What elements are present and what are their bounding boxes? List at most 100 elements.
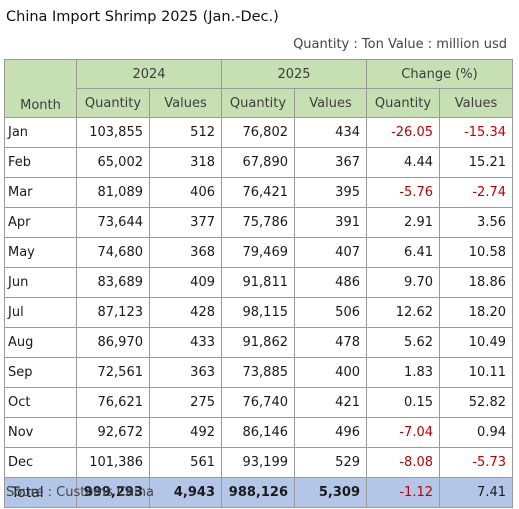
- total-values-2025: 5,309: [294, 477, 367, 508]
- month-cell: Jul: [4, 297, 77, 328]
- change-quantity-cell: 2.91: [366, 207, 440, 238]
- table-row: Oct 76,621 275 76,740 421 0.15 52.82: [4, 387, 513, 418]
- values-2025-cell: 486: [294, 267, 367, 298]
- table-row: Jun 83,689 409 91,811 486 9.70 18.86: [4, 267, 513, 298]
- values-2024-cell: 275: [149, 387, 222, 418]
- change-quantity-cell: 5.62: [366, 327, 440, 358]
- month-cell: Oct: [4, 387, 77, 418]
- month-cell: Sep: [4, 357, 77, 388]
- change-values-cell: 0.94: [439, 417, 513, 448]
- quantity-2024-cell: 73,644: [76, 207, 150, 238]
- table-row: Dec 101,386 561 93,199 529 -8.08 -5.73: [4, 447, 513, 478]
- values-2025-cell: 529: [294, 447, 367, 478]
- values-2024-cell: 409: [149, 267, 222, 298]
- values-2025-cell: 395: [294, 177, 367, 208]
- table-row: Jul 87,123 428 98,115 506 12.62 18.20: [4, 297, 513, 328]
- change-quantity-cell: 4.44: [366, 147, 440, 178]
- quantity-2025-cell: 76,802: [221, 117, 295, 148]
- month-cell: Jan: [4, 117, 77, 148]
- units-note: Quantity : Ton Value : million usd: [293, 37, 507, 52]
- quantity-2025-cell: 75,786: [221, 207, 295, 238]
- change-quantity-cell: -8.08: [366, 447, 440, 478]
- header-quantity-2024: Quantity: [76, 88, 150, 118]
- values-2025-cell: 367: [294, 147, 367, 178]
- change-values-cell: 10.11: [439, 357, 513, 388]
- change-values-cell: 10.49: [439, 327, 513, 358]
- table-row: Feb 65,002 318 67,890 367 4.44 15.21: [4, 147, 513, 178]
- change-values-cell: 3.56: [439, 207, 513, 238]
- table-row: May 74,680 368 79,469 407 6.41 10.58: [4, 237, 513, 268]
- quantity-2024-cell: 74,680: [76, 237, 150, 268]
- change-quantity-cell: -7.04: [366, 417, 440, 448]
- change-quantity-cell: 12.62: [366, 297, 440, 328]
- quantity-2025-cell: 93,199: [221, 447, 295, 478]
- quantity-2024-cell: 76,621: [76, 387, 150, 418]
- month-cell: Apr: [4, 207, 77, 238]
- month-cell: Feb: [4, 147, 77, 178]
- values-2024-cell: 377: [149, 207, 222, 238]
- quantity-2025-cell: 79,469: [221, 237, 295, 268]
- total-change-values: 7.41: [439, 477, 513, 508]
- change-values-cell: 18.86: [439, 267, 513, 298]
- change-quantity-cell: -26.05: [366, 117, 440, 148]
- quantity-2025-cell: 91,811: [221, 267, 295, 298]
- header-quantity-2025: Quantity: [221, 88, 295, 118]
- change-quantity-cell: 9.70: [366, 267, 440, 298]
- change-values-cell: 10.58: [439, 237, 513, 268]
- header-month: Month: [4, 59, 77, 118]
- quantity-2025-cell: 86,146: [221, 417, 295, 448]
- change-values-cell: 18.20: [439, 297, 513, 328]
- table-row: Sep 72,561 363 73,885 400 1.83 10.11: [4, 357, 513, 388]
- month-cell: Mar: [4, 177, 77, 208]
- quantity-2024-cell: 86,970: [76, 327, 150, 358]
- values-2024-cell: 512: [149, 117, 222, 148]
- month-cell: Dec: [4, 447, 77, 478]
- quantity-2024-cell: 87,123: [76, 297, 150, 328]
- change-values-cell: -15.34: [439, 117, 513, 148]
- values-2024-cell: 406: [149, 177, 222, 208]
- header-2025: 2025: [221, 59, 367, 89]
- values-2024-cell: 428: [149, 297, 222, 328]
- month-cell: Nov: [4, 417, 77, 448]
- change-values-cell: -5.73: [439, 447, 513, 478]
- month-cell: May: [4, 237, 77, 268]
- total-row: Total 999,293 4,943 988,126 5,309 -1.12 …: [4, 477, 513, 508]
- table-row: Mar 81,089 406 76,421 395 -5.76 -2.74: [4, 177, 513, 208]
- change-quantity-cell: 0.15: [366, 387, 440, 418]
- header-values-2025: Values: [294, 88, 367, 118]
- table-row: Aug 86,970 433 91,862 478 5.62 10.49: [4, 327, 513, 358]
- table-row: Nov 92,672 492 86,146 496 -7.04 0.94: [4, 417, 513, 448]
- table-title: China Import Shrimp 2025 (Jan.-Dec.): [6, 9, 279, 25]
- values-2025-cell: 506: [294, 297, 367, 328]
- quantity-2025-cell: 73,885: [221, 357, 295, 388]
- quantity-2025-cell: 67,890: [221, 147, 295, 178]
- quantity-2025-cell: 76,740: [221, 387, 295, 418]
- source-note: Soure : Customs China: [6, 485, 154, 500]
- values-2024-cell: 368: [149, 237, 222, 268]
- total-change-quantity: -1.12: [366, 477, 440, 508]
- quantity-2024-cell: 81,089: [76, 177, 150, 208]
- month-cell: Aug: [4, 327, 77, 358]
- quantity-2025-cell: 98,115: [221, 297, 295, 328]
- total-quantity-2025: 988,126: [221, 477, 295, 508]
- values-2024-cell: 492: [149, 417, 222, 448]
- shrimp-import-table: Month 2024 2025 Change (%) Quantity Valu…: [4, 59, 513, 508]
- change-values-cell: 52.82: [439, 387, 513, 418]
- quantity-2024-cell: 101,386: [76, 447, 150, 478]
- header-2024: 2024: [76, 59, 222, 89]
- values-2025-cell: 434: [294, 117, 367, 148]
- values-2024-cell: 363: [149, 357, 222, 388]
- header-values-change: Values: [439, 88, 513, 118]
- quantity-2025-cell: 76,421: [221, 177, 295, 208]
- month-cell: Jun: [4, 267, 77, 298]
- quantity-2024-cell: 72,561: [76, 357, 150, 388]
- change-quantity-cell: 6.41: [366, 237, 440, 268]
- change-values-cell: 15.21: [439, 147, 513, 178]
- quantity-2025-cell: 91,862: [221, 327, 295, 358]
- values-2025-cell: 496: [294, 417, 367, 448]
- values-2025-cell: 407: [294, 237, 367, 268]
- values-2024-cell: 433: [149, 327, 222, 358]
- change-quantity-cell: 1.83: [366, 357, 440, 388]
- header-values-2024: Values: [149, 88, 222, 118]
- total-label: Total: [4, 477, 77, 508]
